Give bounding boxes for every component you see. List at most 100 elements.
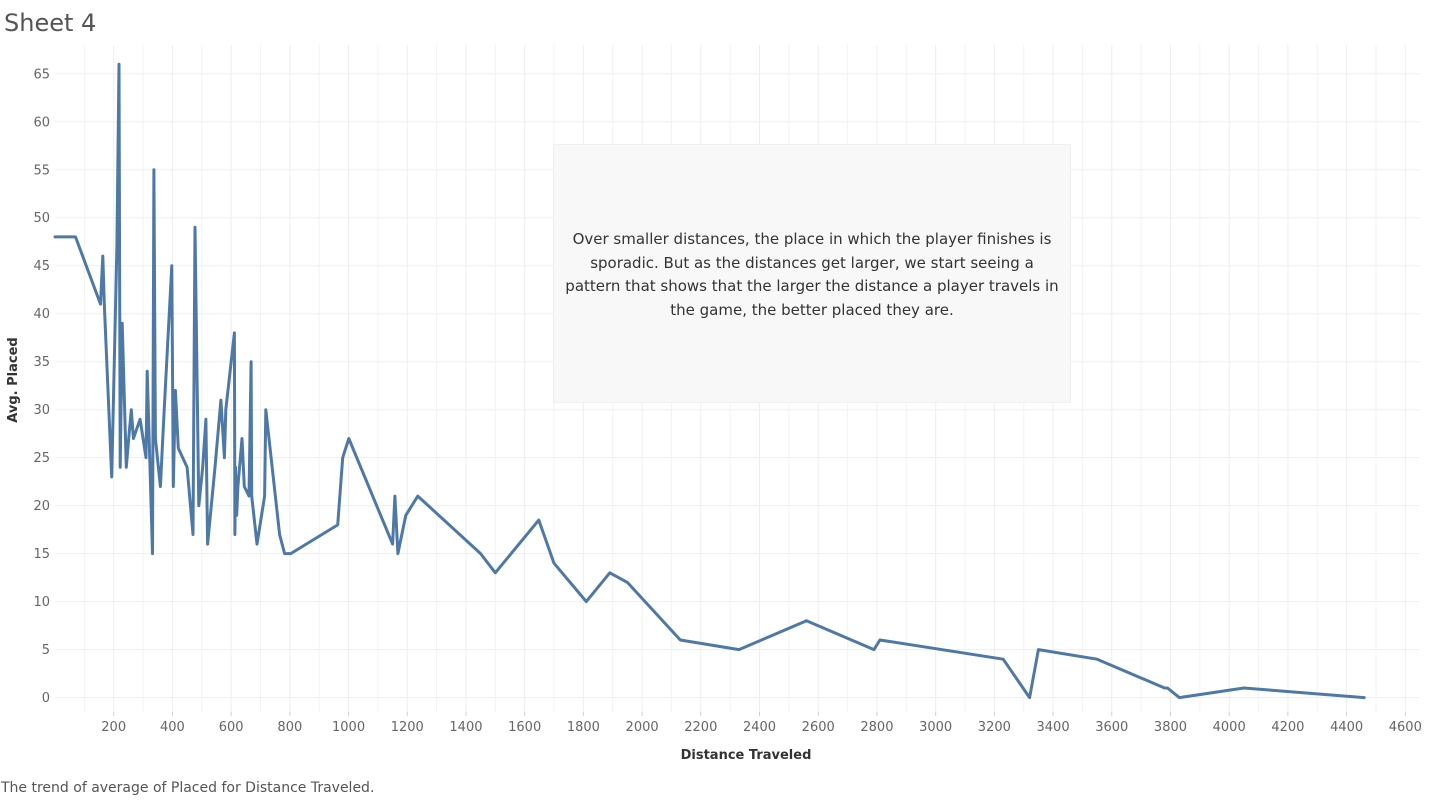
data-point[interactable]	[137, 416, 143, 422]
data-point[interactable]	[144, 368, 150, 374]
data-point[interactable]	[1241, 685, 1247, 691]
data-point[interactable]	[335, 522, 341, 528]
y-axis-title: Avg. Placed	[6, 337, 21, 422]
data-point[interactable]	[150, 551, 156, 557]
data-point[interactable]	[73, 234, 79, 240]
data-point[interactable]	[1094, 656, 1100, 662]
x-tick-label: 1200	[391, 720, 424, 735]
data-point[interactable]	[390, 541, 396, 547]
caption: The trend of average of Placed for Dista…	[1, 780, 375, 796]
data-point[interactable]	[871, 647, 877, 653]
data-point[interactable]	[403, 512, 409, 518]
data-point[interactable]	[478, 551, 484, 557]
y-tick-label: 35	[33, 355, 50, 370]
data-point[interactable]	[128, 407, 134, 413]
data-point[interactable]	[232, 532, 238, 538]
data-point[interactable]	[241, 484, 247, 490]
data-point[interactable]	[1176, 695, 1182, 701]
data-point[interactable]	[248, 359, 254, 365]
data-point[interactable]	[249, 493, 255, 499]
data-point[interactable]	[288, 551, 294, 557]
data-point[interactable]	[239, 436, 245, 442]
data-point[interactable]	[190, 532, 196, 538]
data-point[interactable]	[1000, 656, 1006, 662]
data-point[interactable]	[100, 253, 106, 259]
data-point[interactable]	[262, 493, 268, 499]
x-tick-label: 3200	[978, 720, 1011, 735]
data-point[interactable]	[492, 570, 498, 576]
annotation-box[interactable]: Over smaller distances, the place in whi…	[553, 144, 1071, 403]
x-tick-label: 800	[277, 720, 302, 735]
data-point[interactable]	[235, 484, 241, 490]
data-point[interactable]	[583, 599, 589, 605]
x-tick-label: 400	[160, 720, 185, 735]
data-point[interactable]	[152, 436, 158, 442]
data-point[interactable]	[395, 551, 401, 557]
data-point[interactable]	[221, 455, 227, 461]
data-point[interactable]	[123, 464, 129, 470]
data-point[interactable]	[231, 330, 237, 336]
data-point[interactable]	[192, 224, 198, 230]
data-point[interactable]	[172, 388, 178, 394]
data-point[interactable]	[536, 517, 542, 523]
data-point[interactable]	[415, 493, 421, 499]
data-point[interactable]	[218, 397, 224, 403]
x-axis-ticks: 200 400 600 800 1000 1200 1400 1600 1800 2000 2200…	[101, 712, 1422, 735]
data-point[interactable]	[116, 61, 122, 67]
data-point[interactable]	[161, 407, 167, 413]
data-point[interactable]	[175, 445, 181, 451]
data-point[interactable]	[346, 436, 352, 442]
x-tick-label: 4000	[1213, 720, 1246, 735]
data-point[interactable]	[1165, 685, 1171, 691]
data-point[interactable]	[804, 618, 810, 624]
x-tick-label: 4600	[1389, 720, 1422, 735]
data-point[interactable]	[212, 464, 218, 470]
y-tick-label: 40	[33, 307, 50, 322]
data-point[interactable]	[736, 647, 742, 653]
data-point[interactable]	[607, 570, 613, 576]
data-point[interactable]	[119, 320, 125, 326]
data-point[interactable]	[677, 637, 683, 643]
data-point[interactable]	[233, 464, 239, 470]
data-point[interactable]	[151, 167, 157, 173]
data-point[interactable]	[277, 532, 283, 538]
data-point[interactable]	[254, 541, 260, 547]
data-point[interactable]	[392, 493, 398, 499]
data-point[interactable]	[114, 244, 120, 250]
data-point[interactable]	[282, 551, 288, 557]
y-tick-label: 65	[33, 67, 50, 82]
y-tick-label: 10	[33, 595, 50, 610]
data-point[interactable]	[223, 407, 229, 413]
data-point[interactable]	[196, 503, 202, 509]
data-point[interactable]	[624, 579, 630, 585]
data-point[interactable]	[170, 484, 176, 490]
data-point[interactable]	[340, 455, 346, 461]
data-point[interactable]	[130, 436, 136, 442]
x-tick-label: 1600	[508, 720, 541, 735]
data-point[interactable]	[117, 464, 123, 470]
data-point[interactable]	[1035, 647, 1041, 653]
series-line[interactable]	[53, 62, 1366, 700]
data-point[interactable]	[551, 560, 557, 566]
x-tick-label: 3600	[1095, 720, 1128, 735]
data-point[interactable]	[1361, 695, 1367, 701]
data-point[interactable]	[200, 464, 206, 470]
data-point[interactable]	[234, 512, 240, 518]
y-axis-ticks: 0 5 10 15 20 25 30 35 40 45 50 55 60 65	[33, 67, 50, 706]
data-point[interactable]	[263, 407, 269, 413]
data-point[interactable]	[184, 464, 190, 470]
series-line-group[interactable]	[52, 61, 1367, 700]
y-tick-label: 15	[33, 547, 50, 562]
data-point[interactable]	[203, 416, 209, 422]
data-point[interactable]	[1027, 695, 1033, 701]
data-point[interactable]	[169, 263, 175, 269]
data-point[interactable]	[877, 637, 883, 643]
y-tick-label: 55	[33, 163, 50, 178]
data-point[interactable]	[109, 474, 115, 480]
x-tick-label: 4200	[1271, 720, 1304, 735]
data-point[interactable]	[52, 234, 58, 240]
data-point[interactable]	[205, 541, 211, 547]
data-point[interactable]	[101, 301, 107, 307]
data-point[interactable]	[143, 455, 149, 461]
data-point[interactable]	[157, 484, 163, 490]
